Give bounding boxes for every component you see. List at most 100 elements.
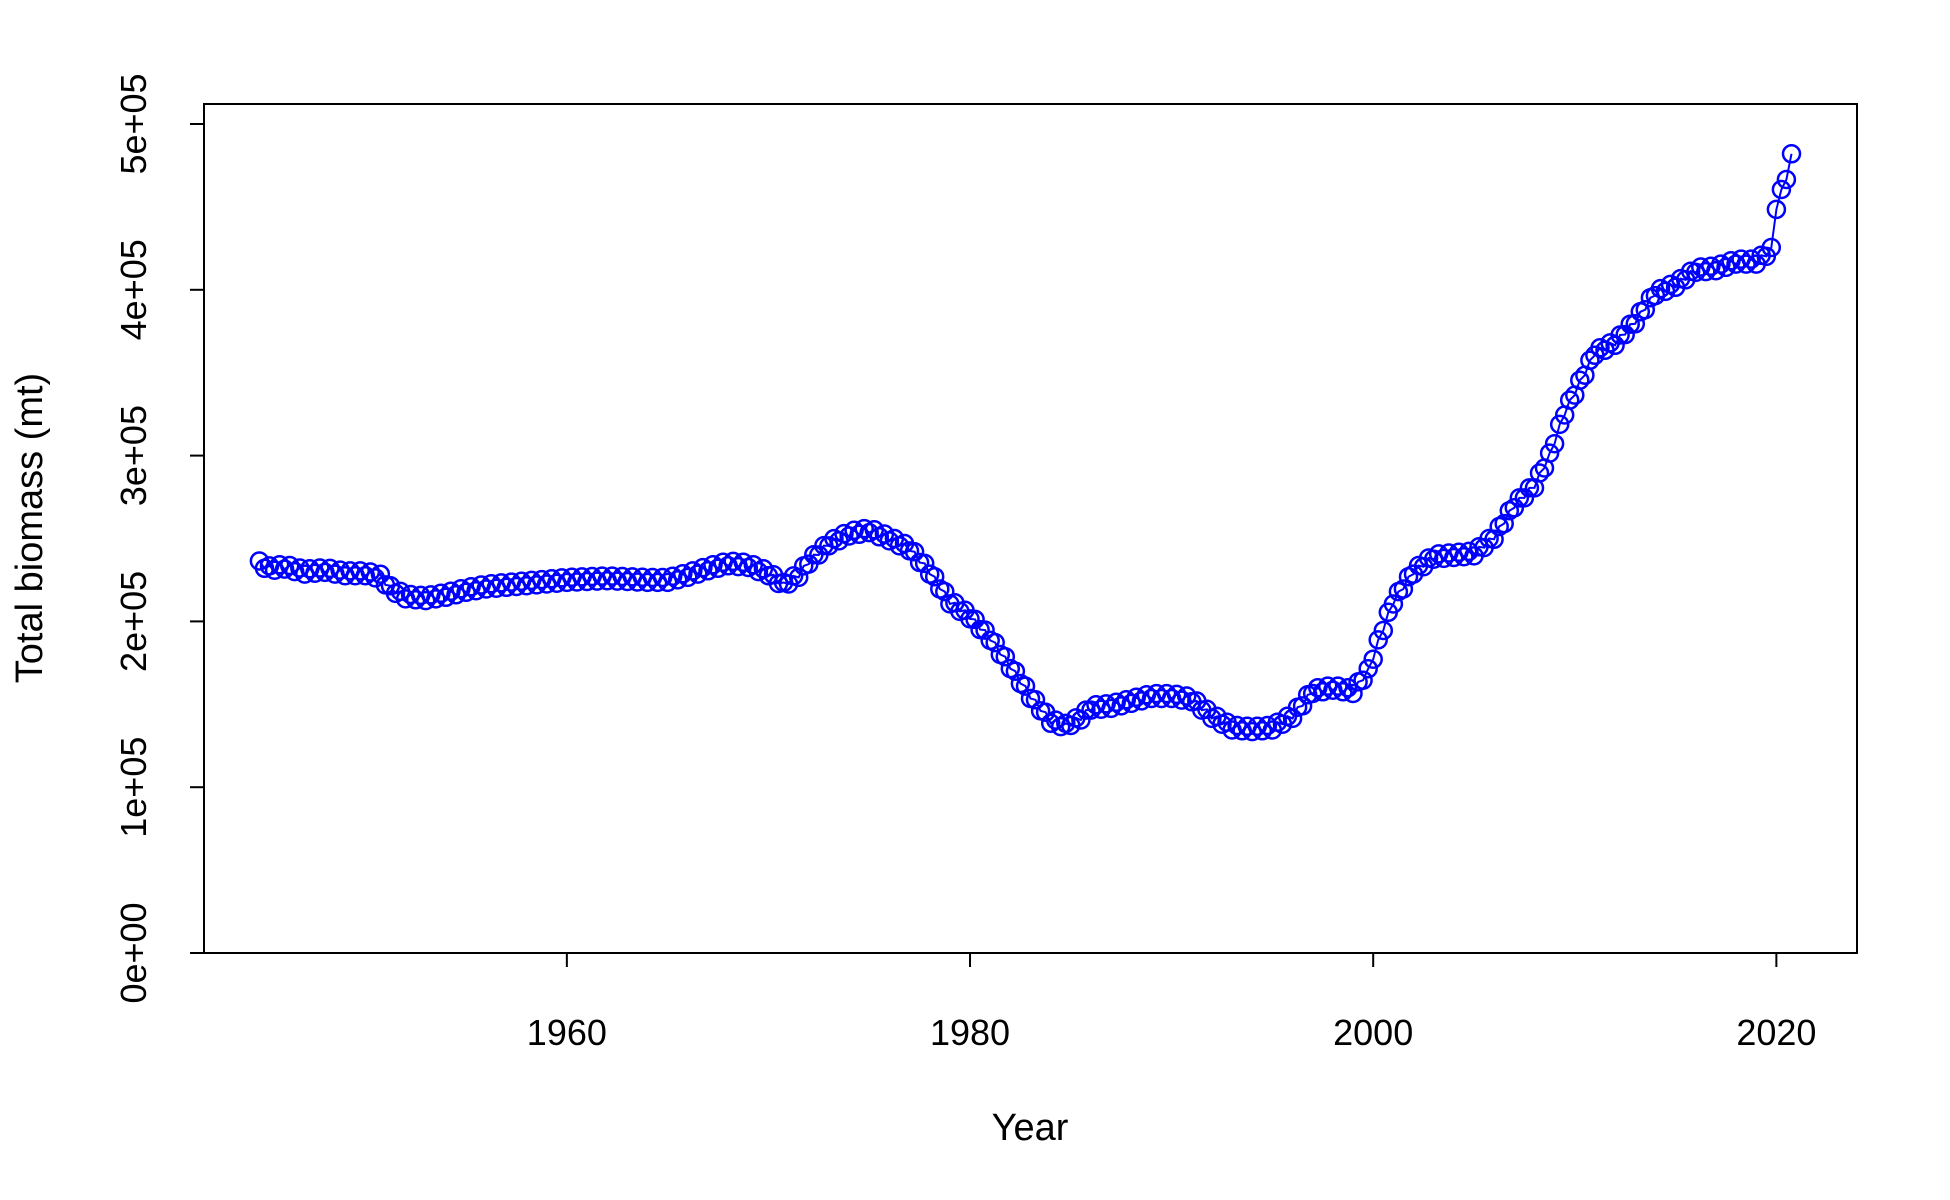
data-point (1635, 299, 1656, 320)
y-tick-label: 5e+05 (113, 73, 154, 174)
data-point (839, 526, 859, 546)
data-point (1696, 261, 1716, 282)
data-point (1625, 314, 1646, 334)
y-tick-label: 1e+05 (113, 737, 154, 838)
data-point (1111, 696, 1131, 716)
data-point (662, 566, 683, 587)
data-point (1504, 498, 1525, 518)
data-point (1519, 478, 1540, 498)
data-point (1484, 529, 1504, 550)
data-point (924, 566, 945, 587)
data-point (1015, 676, 1036, 696)
data-point (1292, 696, 1313, 716)
data-point (854, 518, 874, 539)
data-point (1071, 710, 1091, 730)
y-axis: 0e+00 1e+05 2e+05 3e+05 4e+05 5e+05 (113, 73, 205, 1004)
data-point (360, 562, 381, 582)
data-point (1701, 256, 1721, 276)
data-point (1781, 144, 1802, 164)
data-point (1121, 693, 1142, 714)
plot-area-frame (203, 103, 1858, 954)
data-point (1761, 237, 1782, 258)
data-point (1116, 690, 1137, 710)
data-point (1257, 715, 1278, 736)
data-point (1282, 708, 1303, 729)
data-point (965, 609, 985, 630)
data-point (1383, 594, 1404, 614)
data-point (1559, 390, 1580, 410)
data-point (995, 646, 1016, 667)
data-point (1570, 370, 1590, 390)
biomass-series (249, 144, 1802, 742)
data-point (657, 572, 678, 593)
data-point (1615, 324, 1635, 345)
data-point (355, 565, 376, 586)
data-point (431, 583, 451, 604)
series-line (258, 153, 1793, 734)
data-point (1494, 513, 1514, 534)
data-point (935, 581, 955, 602)
data-point (1333, 682, 1353, 702)
y-tick-label: 3e+05 (113, 405, 154, 506)
data-point (1343, 683, 1363, 704)
data-point (426, 589, 446, 609)
data-point (1529, 463, 1550, 483)
data-point (1353, 670, 1373, 690)
y-axis-title: Total biomass (mt) (9, 373, 51, 683)
data-point (365, 568, 386, 588)
x-axis-title: Year (992, 1107, 1069, 1149)
data-point (284, 561, 305, 582)
data-point (279, 555, 300, 576)
data-point (1323, 680, 1343, 700)
data-point (456, 582, 476, 603)
x-tick-label: 1980 (930, 1012, 1010, 1053)
data-point (451, 578, 471, 599)
data-point (1025, 690, 1046, 710)
data-point (1308, 677, 1328, 698)
data-point (436, 587, 456, 608)
data-point (370, 564, 391, 584)
y-tick-label: 0e+00 (113, 902, 154, 1003)
data-point (1363, 649, 1383, 669)
x-tick-label: 2020 (1736, 1012, 1816, 1053)
data-point (1771, 179, 1792, 200)
x-tick-label: 2000 (1333, 1012, 1413, 1053)
data-point (844, 520, 864, 541)
data-point (1101, 698, 1121, 719)
x-tick-label: 1960 (527, 1012, 607, 1053)
data-point (904, 542, 925, 562)
data-point (985, 632, 1005, 653)
data-point (1580, 350, 1600, 371)
data-point (1338, 677, 1358, 698)
data-point (415, 590, 436, 611)
data-point (914, 553, 935, 574)
data-point (733, 552, 753, 572)
data-point (1005, 661, 1026, 681)
data-point (1252, 721, 1273, 741)
data-point (441, 581, 461, 601)
data-point (1368, 630, 1388, 650)
data-point (1544, 433, 1565, 454)
data-point (1514, 488, 1535, 508)
data-point (1741, 249, 1761, 269)
data-point (1393, 579, 1414, 599)
data-point (1539, 443, 1560, 463)
data-point (1736, 254, 1756, 274)
data-point (1549, 414, 1570, 435)
x-axis: 1960 1980 2000 2020 (527, 952, 1816, 1053)
data-point (1166, 684, 1187, 705)
data-point (698, 561, 718, 581)
data-point (673, 564, 693, 584)
data-point (315, 562, 335, 583)
data-point (1373, 620, 1394, 641)
data-point (1328, 676, 1348, 696)
data-point (1161, 688, 1182, 709)
data-point (703, 554, 723, 575)
data-point (1171, 690, 1192, 710)
data-point (1096, 694, 1116, 714)
data-point (667, 570, 688, 590)
data-point (1358, 658, 1378, 679)
data-point (1176, 686, 1197, 706)
data-point (1106, 692, 1126, 713)
